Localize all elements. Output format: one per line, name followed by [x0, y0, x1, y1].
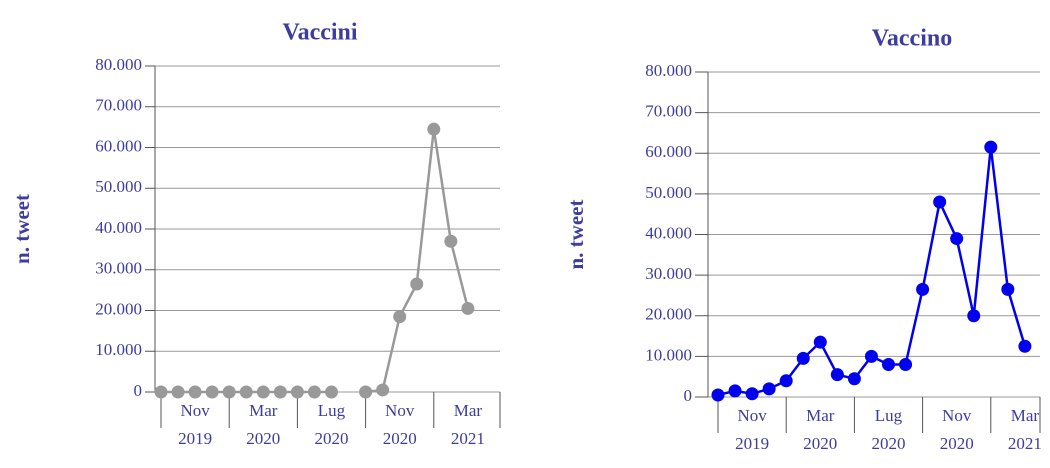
point	[325, 385, 338, 399]
point	[899, 358, 913, 371]
point	[933, 195, 947, 209]
point	[762, 382, 776, 396]
y-tick-label: 70.000	[95, 96, 142, 115]
point	[1001, 282, 1015, 296]
x-tick-label: Nov 2020	[940, 406, 974, 453]
x-tick-label: Mar 2021	[451, 401, 485, 448]
y-tick-label: 80.000	[95, 55, 142, 74]
point	[1018, 339, 1032, 353]
x-tick-label: Mar 2021	[1008, 406, 1042, 453]
point	[222, 385, 236, 399]
y-tick-label: 0	[134, 381, 143, 400]
y-tick-label: 50.000	[95, 177, 142, 196]
point	[410, 277, 424, 291]
y-axis-label: n. tweet	[564, 200, 588, 270]
x-tick-label: Mar 2020	[803, 406, 837, 453]
y-tick-label: 20.000	[95, 299, 142, 318]
x-tick-label: Nov 2019	[178, 401, 212, 448]
point	[796, 351, 810, 365]
y-tick-label: 10.000	[95, 340, 142, 359]
point	[290, 385, 304, 399]
point	[171, 385, 185, 399]
point	[461, 301, 475, 315]
y-tick-label: 80.000	[645, 61, 692, 80]
point	[864, 349, 878, 363]
point	[950, 232, 964, 246]
x-tick-label: Lug 2020	[315, 401, 349, 448]
point	[393, 310, 407, 324]
y-tick-label: 10.000	[645, 345, 692, 364]
chart-title: Vaccini	[282, 20, 357, 46]
y-tick-label: 40.000	[95, 218, 142, 237]
x-tick-label: Nov 2019	[735, 406, 769, 453]
point	[984, 140, 998, 154]
point	[813, 335, 827, 349]
x-tick-label: Mar 2020	[246, 401, 280, 448]
y-tick-label: 60.000	[645, 142, 692, 161]
y-tick-label: 50.000	[645, 183, 692, 202]
y-tick-label: 30.000	[645, 264, 692, 283]
point	[779, 374, 793, 388]
point	[967, 309, 981, 323]
point	[882, 358, 895, 371]
y-axis-label: n. tweet	[10, 194, 34, 264]
line	[161, 128, 470, 394]
y-tick-label: 30.000	[95, 259, 142, 278]
x-tick-label: Nov 2020	[383, 401, 417, 448]
x-tick-label: Lug 2020	[872, 406, 906, 453]
point	[205, 385, 219, 399]
point	[359, 385, 373, 399]
y-tick-label: 40.000	[645, 223, 692, 242]
point	[444, 234, 458, 248]
point	[830, 368, 844, 382]
point	[427, 122, 441, 136]
point	[273, 385, 287, 399]
point	[916, 282, 930, 296]
y-tick-label: 20.000	[645, 305, 692, 324]
point	[711, 388, 725, 402]
point	[188, 385, 202, 399]
chart-title: Vaccino	[872, 26, 952, 52]
point	[256, 385, 270, 399]
y-tick-label: 60.000	[95, 136, 142, 155]
point	[376, 383, 390, 397]
y-tick-label: 0	[684, 386, 693, 405]
point	[847, 372, 861, 386]
point	[307, 385, 321, 399]
point	[154, 385, 168, 399]
point	[745, 387, 759, 401]
point	[239, 385, 253, 399]
point	[728, 384, 742, 398]
y-tick-label: 70.000	[645, 102, 692, 121]
